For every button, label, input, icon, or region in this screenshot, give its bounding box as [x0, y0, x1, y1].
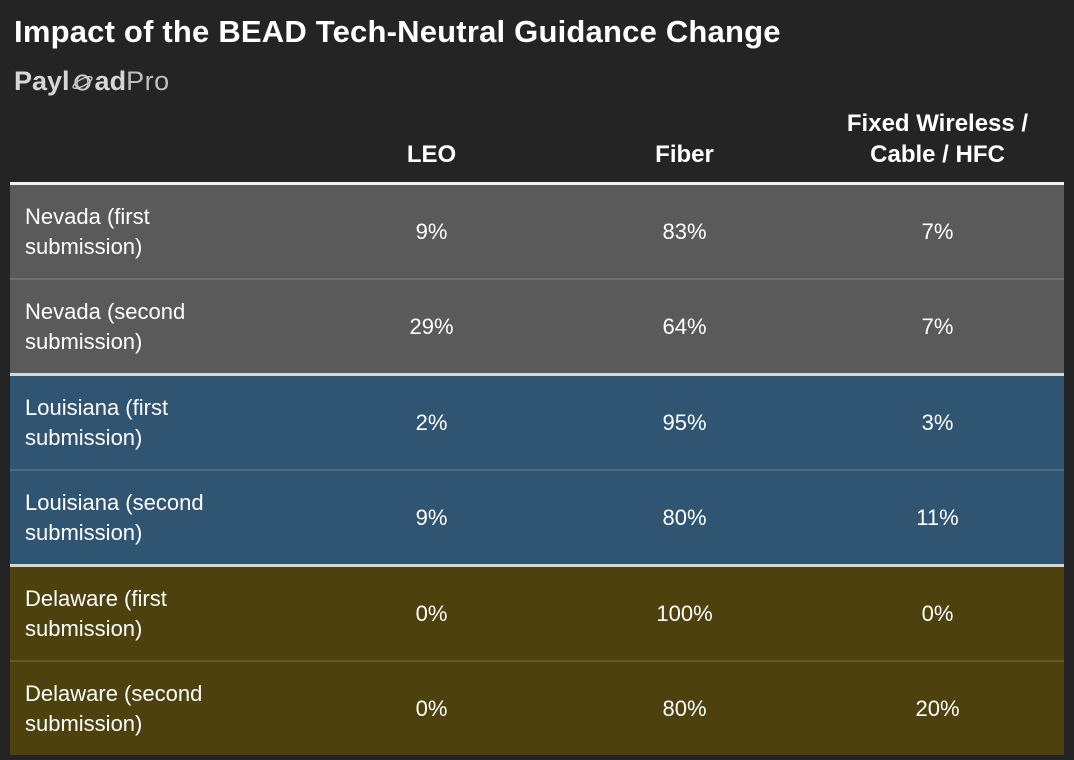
brand-logo: Payl ad Pro — [14, 68, 170, 95]
value-cell-leo: 2% — [415, 409, 448, 435]
value-cell-fixed-wireless: 3% — [921, 409, 954, 435]
value-cell-leo: 9% — [415, 218, 448, 244]
table-row-delaware-second: Delaware (second submission) 0% 80% 20% — [10, 660, 1064, 755]
value-cell-leo: 9% — [415, 504, 448, 530]
table-row-louisiana-first: Louisiana (first submission) 2% 95% 3% — [10, 373, 1064, 469]
logo-text-bold-1: Payl — [14, 66, 70, 96]
logo-text-light: Pro — [126, 66, 170, 96]
table-row-nevada-first: Nevada (first submission) 9% 83% 7% — [10, 185, 1064, 278]
value-cell-fixed-wireless: 7% — [921, 218, 954, 244]
value-cell-fiber: 95% — [662, 409, 707, 435]
value-cell-fixed-wireless: 0% — [921, 600, 954, 626]
value-cell-fixed-wireless: 7% — [921, 313, 954, 339]
table-row-louisiana-second: Louisiana (second submission) 9% 80% 11% — [10, 469, 1064, 564]
row-label: Delaware (second submission) — [25, 680, 203, 736]
value-cell-fixed-wireless: 11% — [916, 504, 959, 530]
value-cell-fiber: 100% — [656, 600, 713, 626]
row-label: Nevada (second submission) — [25, 298, 186, 354]
globe-orbit-icon — [71, 71, 94, 94]
column-header-leo: LEO — [406, 141, 457, 168]
column-header-fixed-wireless: Fixed Wireless / Cable / HFC — [846, 110, 1029, 168]
row-label: Louisiana (second submission) — [25, 489, 204, 545]
page-title: Impact of the BEAD Tech-Neutral Guidance… — [14, 14, 781, 49]
table-row-delaware-first: Delaware (first submission) 0% 100% 0% — [10, 564, 1064, 660]
row-label: Louisiana (first submission) — [25, 394, 169, 450]
row-label: Nevada (first submission) — [25, 203, 150, 259]
value-cell-leo: 29% — [409, 313, 454, 339]
value-cell-fiber: 80% — [662, 695, 707, 721]
table-body: Nevada (first submission) 9% 83% 7% Neva… — [10, 182, 1064, 755]
table-row-nevada-second: Nevada (second submission) 29% 64% 7% — [10, 278, 1064, 373]
row-label: Delaware (first submission) — [25, 585, 167, 641]
table-header-row: LEO Fiber Fixed Wireless / Cable / HFC — [10, 105, 1064, 182]
column-header-blank — [10, 105, 305, 182]
data-table: LEO Fiber Fixed Wireless / Cable / HFC N… — [10, 105, 1064, 755]
value-cell-fiber: 80% — [662, 504, 707, 530]
value-cell-fiber: 64% — [662, 313, 707, 339]
value-cell-fiber: 83% — [662, 218, 707, 244]
value-cell-fixed-wireless: 20% — [915, 695, 960, 721]
value-cell-leo: 0% — [415, 695, 448, 721]
column-header-fiber: Fiber — [655, 141, 714, 168]
logo-text-bold-2: ad — [94, 66, 127, 96]
value-cell-leo: 0% — [415, 600, 448, 626]
